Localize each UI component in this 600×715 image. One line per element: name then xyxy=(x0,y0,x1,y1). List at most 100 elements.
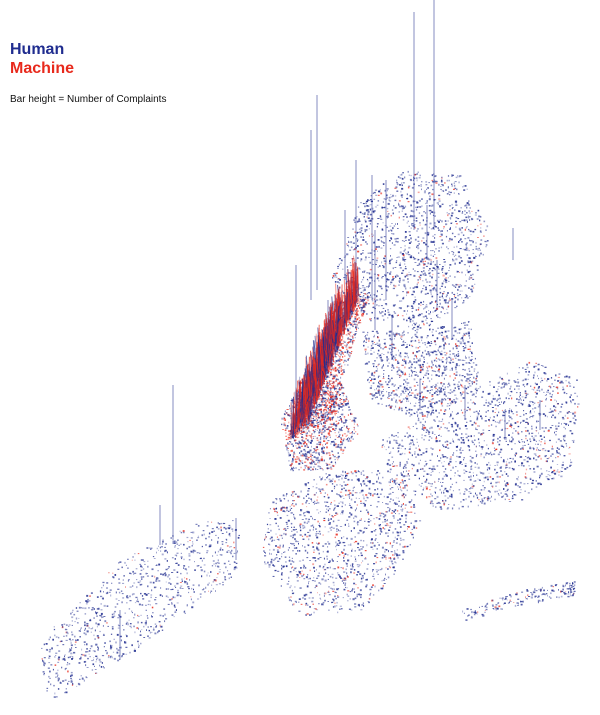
complaint-dot xyxy=(398,554,401,556)
complaint-dot xyxy=(480,489,483,491)
complaint-dot xyxy=(143,561,146,563)
complaint-dot xyxy=(304,565,306,567)
complaint-dot xyxy=(280,507,283,510)
complaint-dot xyxy=(309,424,312,427)
complaint-dot xyxy=(507,475,509,477)
complaint-dot xyxy=(336,369,338,371)
complaint-dot xyxy=(528,403,530,405)
complaint-dot xyxy=(274,518,277,519)
complaint-dot xyxy=(385,579,387,580)
complaint-dot xyxy=(360,300,362,302)
complaint-dot xyxy=(468,495,470,498)
complaint-dot xyxy=(395,435,397,437)
complaint-dot xyxy=(96,613,97,615)
complaint-dot xyxy=(86,601,89,603)
complaint-dot xyxy=(328,381,330,383)
complaint-dot xyxy=(394,550,396,552)
complaint-dot xyxy=(264,555,267,557)
complaint-dot xyxy=(338,529,339,532)
legend-machine-label: Machine xyxy=(10,60,75,77)
complaint-dot xyxy=(495,473,497,475)
complaint-dot xyxy=(352,487,354,490)
complaint-dot xyxy=(401,445,404,447)
complaint-dot xyxy=(102,666,104,668)
complaint-dot xyxy=(391,563,394,565)
complaint-dot xyxy=(265,534,266,536)
complaint-dot xyxy=(393,540,395,542)
complaint-dot xyxy=(64,655,65,657)
complaint-dot xyxy=(385,567,387,569)
complaint-dot xyxy=(400,506,402,508)
complaint-dot xyxy=(340,448,343,451)
complaint-dot xyxy=(367,521,370,523)
complaint-dot xyxy=(311,414,313,416)
complaint-dot xyxy=(175,563,178,564)
complaint-dot xyxy=(314,449,316,451)
complaint-dot xyxy=(361,580,363,582)
complaint-dot xyxy=(360,510,362,512)
complaint-dot xyxy=(309,452,311,455)
complaint-dot xyxy=(135,568,138,570)
complaint-dot xyxy=(331,419,333,421)
complaint-dot xyxy=(536,420,538,423)
complaint-dot xyxy=(364,297,367,299)
complaint-dot xyxy=(359,573,362,575)
complaint-dot xyxy=(353,429,355,431)
complaint-dot xyxy=(327,531,330,533)
complaint-dot xyxy=(408,478,411,480)
complaint-dot xyxy=(116,651,119,654)
complaint-dot xyxy=(503,420,506,422)
complaint-dot xyxy=(275,507,277,510)
complaint-dot xyxy=(302,453,304,455)
complaint-dot xyxy=(134,631,136,634)
complaint-dot xyxy=(373,530,376,532)
complaint-dot xyxy=(272,501,275,504)
complaint-dot xyxy=(397,486,399,488)
complaint-dot xyxy=(316,458,318,460)
complaint-dot xyxy=(504,409,506,411)
complaint-dot xyxy=(490,424,493,426)
complaint-dot xyxy=(339,380,341,383)
complaint-dot xyxy=(65,635,68,637)
complaint-dot xyxy=(537,482,540,485)
complaint-dot xyxy=(49,648,51,651)
complaint-dot xyxy=(426,473,429,475)
complaint-dot xyxy=(377,488,379,490)
complaint-dot xyxy=(93,659,94,661)
complaint-dot xyxy=(201,534,204,537)
complaint-dot xyxy=(410,501,412,503)
complaint-dot xyxy=(365,584,368,586)
complaint-dot xyxy=(312,429,315,431)
complaint-dot xyxy=(342,394,344,397)
complaint-dot xyxy=(344,579,347,581)
complaint-dot xyxy=(538,449,539,451)
complaint-dot xyxy=(478,425,480,427)
complaint-dot xyxy=(86,630,89,633)
complaint-dot xyxy=(401,480,404,483)
complaint-dot xyxy=(402,546,405,548)
complaint-dot xyxy=(447,430,450,432)
complaint-dot xyxy=(290,400,293,401)
complaint-dot xyxy=(331,383,334,384)
complaint-dot xyxy=(333,376,335,378)
complaint-dot xyxy=(302,545,303,547)
complaint-dot xyxy=(65,624,68,626)
complaint-dot xyxy=(544,455,547,458)
complaint-dot xyxy=(144,624,147,626)
complaint-dot xyxy=(438,478,440,480)
complaint-dot xyxy=(101,587,103,589)
complaint-dot xyxy=(444,487,447,490)
complaint-dot xyxy=(327,520,329,522)
complaint-dot xyxy=(321,429,323,432)
complaint-dot xyxy=(200,596,202,598)
complaint-dot xyxy=(295,528,297,530)
complaint-dot xyxy=(424,460,427,462)
complaint-dot xyxy=(556,464,559,465)
complaint-dot xyxy=(380,587,383,590)
complaint-dot xyxy=(404,448,406,450)
complaint-dot xyxy=(292,543,295,545)
complaint-dot xyxy=(355,471,358,474)
complaint-dot xyxy=(324,397,327,400)
complaint-dot xyxy=(519,456,521,458)
complaint-dot xyxy=(330,419,331,422)
